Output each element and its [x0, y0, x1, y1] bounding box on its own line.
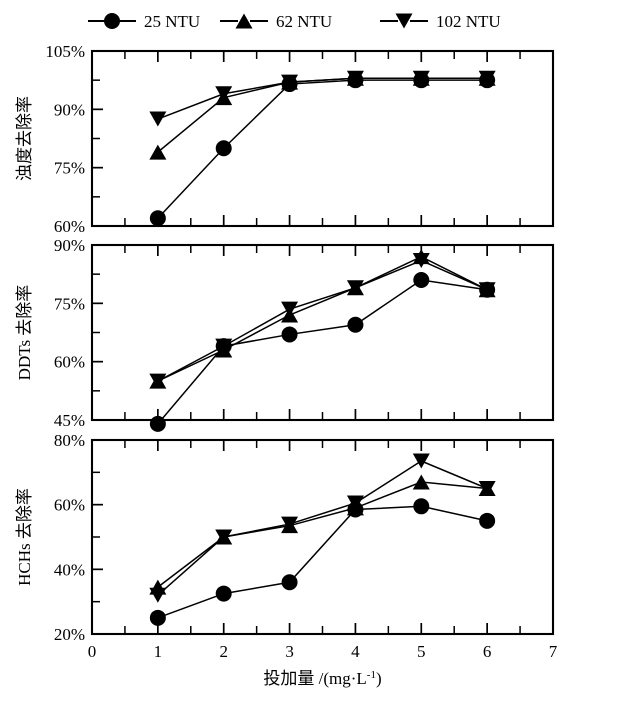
y-tick-label: 60%	[54, 496, 85, 515]
legend-marker-wrap	[395, 13, 413, 29]
data-point-marker	[346, 70, 364, 86]
series-markers-25-ntu	[149, 498, 496, 626]
data-point-marker	[413, 498, 430, 515]
data-point-marker	[215, 86, 233, 102]
data-point-marker	[412, 70, 430, 86]
x-tick-label: 1	[154, 642, 163, 661]
series-markers-102-ntu	[149, 253, 496, 389]
x-tick-label: 7	[549, 642, 558, 661]
series-markers-102-ntu	[149, 70, 496, 127]
series-line-62-ntu	[157, 255, 488, 382]
data-point-marker	[281, 516, 299, 532]
legend-label: 62 NTU	[276, 12, 332, 31]
series-line-62-ntu	[157, 77, 488, 153]
data-point-marker	[478, 481, 496, 496]
data-point-marker	[215, 585, 232, 602]
series-markers-62-ntu	[149, 70, 496, 160]
series-markers-62-ntu	[149, 474, 496, 595]
data-point-marker	[412, 453, 430, 469]
filled-circle-marker-icon	[104, 13, 120, 29]
data-point-marker	[149, 210, 166, 227]
series-markers-102-ntu	[149, 453, 496, 603]
data-point-marker	[281, 74, 299, 90]
data-point-marker	[149, 609, 166, 626]
y-tick-label: 90%	[54, 100, 85, 119]
data-point-marker	[215, 529, 233, 545]
series-line-102-ntu	[157, 77, 488, 120]
legend-label: 25 NTU	[144, 12, 200, 31]
data-point-marker	[346, 280, 364, 296]
y-tick-label: 20%	[54, 625, 85, 644]
data-point-marker	[412, 253, 430, 269]
y-tick-label: 45%	[54, 411, 85, 430]
y-axis-title-ddts: DDTs 去除率	[15, 285, 34, 381]
x-axis-title-exponent: -1	[367, 669, 376, 681]
data-point-marker	[347, 316, 364, 333]
series-line-102-ntu	[157, 460, 488, 596]
legend-item-3[interactable]: 102 NTU	[380, 12, 501, 31]
data-point-marker	[149, 373, 167, 389]
data-point-marker	[149, 415, 166, 432]
series-line-62-ntu	[157, 481, 488, 588]
chart-panels: 60% 75% 90% 105% 浊度去除率 45% 60% 75% 90% DDTs 去除率 20…	[15, 42, 555, 644]
data-point-marker	[413, 272, 430, 288]
y-tick-label: 105%	[45, 42, 85, 61]
series-line-25-ntu	[157, 79, 488, 219]
data-point-marker	[346, 495, 364, 511]
series-line-25-ntu	[157, 279, 488, 425]
data-point-marker	[479, 512, 496, 529]
data-point-marker	[478, 70, 496, 86]
panel-frame	[90, 243, 555, 422]
x-tick-label: 6	[483, 642, 492, 661]
legend-label: 102 NTU	[436, 12, 501, 31]
x-tick-label: 5	[417, 642, 426, 661]
legend-marker-wrap	[235, 13, 253, 29]
x-axis-title-close: )	[376, 669, 382, 688]
x-tick-label: 4	[351, 642, 360, 661]
series-markers-25-ntu	[149, 272, 496, 432]
y-tick-label: 75%	[54, 159, 85, 178]
series-line-102-ntu	[157, 259, 488, 382]
data-point-marker	[215, 140, 232, 157]
y-tick-label: 60%	[54, 353, 85, 372]
y-tick-label: 90%	[54, 236, 85, 255]
x-tick-label: 2	[219, 642, 228, 661]
x-axis-title: 投加量 /(mg·L-1)	[263, 669, 381, 688]
panel-turbidity: 60% 75% 90% 105% 浊度去除率	[15, 42, 555, 236]
y-tick-label: 60%	[54, 217, 85, 236]
data-point-marker	[149, 144, 167, 160]
y-tick-label: 40%	[54, 560, 85, 579]
series-markers-25-ntu	[149, 72, 496, 227]
x-axis-title-main: 投加量 /(mg·L	[263, 669, 366, 688]
panel-ddts: 45% 60% 75% 90% DDTs 去除率	[15, 236, 555, 432]
legend-item-1[interactable]: 25 NTU	[88, 12, 200, 31]
series-line-25-ntu	[157, 505, 488, 619]
data-point-marker	[281, 301, 299, 317]
chart-legend: 25 NTU 62 NTU 102 NTU	[88, 12, 501, 31]
x-tick-label: 0	[88, 642, 97, 661]
data-point-marker	[149, 111, 167, 127]
legend-item-2[interactable]: 62 NTU	[220, 12, 332, 31]
panel-frame	[90, 438, 555, 636]
data-point-marker	[281, 326, 298, 343]
data-point-marker	[149, 587, 167, 603]
data-point-marker	[215, 338, 233, 354]
y-tick-label: 75%	[54, 294, 85, 313]
y-axis-title-hchs: HCHs 去除率	[15, 488, 34, 586]
panel-hchs: 20% 40% 60% 80% HCHs 去除率	[15, 431, 555, 644]
filled-triangle-up-marker-icon	[235, 13, 253, 29]
x-axis: 0 1 2 3 4 5 6 7 投加量 /(mg·L-1)	[88, 642, 558, 688]
y-tick-label: 80%	[54, 431, 85, 450]
legend-marker-wrap	[104, 13, 120, 29]
data-point-marker	[412, 474, 430, 490]
data-point-marker	[478, 282, 496, 298]
x-tick-label: 3	[285, 642, 294, 661]
y-axis-title-turbidity: 浊度去除率	[15, 96, 34, 181]
data-point-marker	[281, 574, 298, 591]
filled-triangle-down-marker-icon	[395, 13, 413, 29]
